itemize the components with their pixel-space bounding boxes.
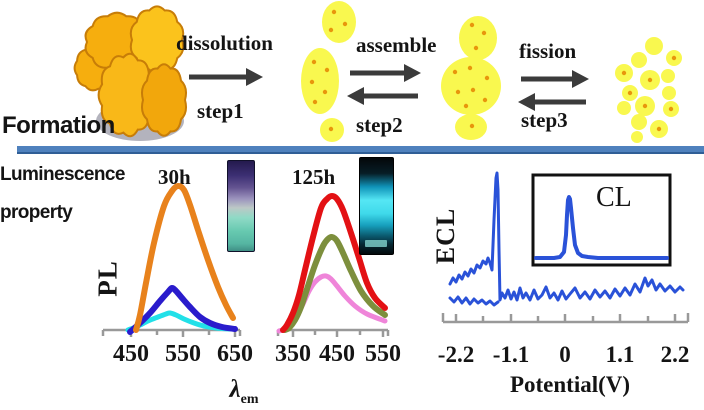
- particle-dot: [463, 103, 469, 109]
- reaction-label-fission: fission: [519, 39, 577, 63]
- assemble-forward-arrow-head: [404, 64, 421, 82]
- x-tick-label: -1.1: [492, 342, 530, 367]
- dotted-particle: [322, 1, 356, 43]
- x-tick-label: 350: [275, 341, 311, 367]
- cl-inset-curve: [534, 195, 669, 260]
- formation-section-label: Formation: [2, 112, 115, 139]
- lambda-symbol: λ: [229, 376, 241, 403]
- particle-dot: [647, 77, 653, 83]
- pl-curve-high: [133, 182, 236, 333]
- fission-reverse-arrow-head: [518, 93, 535, 111]
- particle-dot: [467, 65, 473, 71]
- luminescence-section-label-line1: Luminescence: [0, 164, 125, 185]
- x-tick-label: 450: [319, 341, 355, 367]
- assembled-aggregate-lobe: [441, 57, 501, 115]
- particle-dot: [324, 67, 330, 73]
- step2-label: step2: [356, 113, 403, 137]
- particle-dot: [311, 59, 317, 65]
- ecl-return-sweep-trace: [448, 295, 500, 307]
- pl-x-axis-label: λem: [230, 376, 259, 408]
- small-particle: [617, 101, 631, 115]
- particle-dot: [455, 89, 461, 95]
- ecl-chart: [441, 171, 690, 324]
- particle-dot: [473, 45, 479, 51]
- cl-inset-label: CL: [596, 182, 632, 213]
- x-tick-label: 0: [559, 342, 571, 367]
- particle-dot: [484, 75, 490, 81]
- x-tick-label: 1.1: [605, 342, 635, 367]
- cuvette-photo-30h: [227, 160, 255, 252]
- small-particle: [631, 52, 647, 68]
- fission-forward-arrow-head: [572, 70, 589, 88]
- small-particle: [661, 69, 675, 83]
- nanocrystal-blob: [97, 52, 156, 138]
- luminescence-section-label-line2: property: [0, 202, 73, 223]
- time-label-125h: 125h: [292, 165, 336, 189]
- particle-dot: [331, 9, 337, 15]
- assemble-reverse-arrow-head: [347, 87, 364, 105]
- x-axis: [101, 328, 242, 337]
- particle-dot: [656, 126, 662, 132]
- particle-dot: [482, 97, 488, 103]
- reaction-label-dissolution: dissolution: [176, 31, 273, 55]
- particle-dot: [627, 90, 633, 96]
- assembled-aggregate-lobe: [459, 16, 497, 60]
- x-axis: [441, 313, 690, 324]
- formation-scheme-graphic: [73, 1, 682, 143]
- x-tick-label: -2.2: [437, 342, 475, 367]
- x-tick-label: 550: [165, 341, 201, 367]
- pl-curve-medium: [282, 233, 388, 333]
- step3-label: step3: [521, 108, 568, 132]
- x-axis: [276, 328, 390, 337]
- x-tick-label: 550: [365, 341, 401, 367]
- pl-curve-medium: [127, 285, 238, 335]
- section-divider: [17, 146, 704, 154]
- pl-chart-125h: [276, 193, 390, 337]
- particle-dot: [470, 87, 476, 93]
- pl-chart-30h: [101, 182, 242, 337]
- x-tick-label: 450: [113, 341, 149, 367]
- particle-dot: [621, 70, 627, 76]
- cuvette-photo-125h: [359, 157, 394, 255]
- particle-dot: [312, 99, 318, 105]
- nanocrystal-blob: [141, 63, 187, 137]
- pl-y-axis-label: PL: [92, 260, 123, 297]
- particle-dot: [328, 126, 334, 132]
- lambda-subscript: em: [240, 392, 259, 407]
- particle-dot: [668, 106, 674, 112]
- small-particle: [631, 114, 647, 130]
- particle-dot: [671, 55, 677, 61]
- x-tick-label: 650: [217, 341, 253, 367]
- particle-dot: [469, 22, 475, 28]
- ecl-y-axis-label: ECL: [431, 207, 460, 265]
- small-particle: [662, 86, 676, 100]
- particle-dot: [322, 89, 328, 95]
- small-particle: [645, 37, 663, 55]
- cuvette-label-slot: [364, 240, 388, 248]
- particle-dot: [328, 27, 334, 33]
- dissolution-arrow-head: [246, 68, 263, 86]
- cl-inset-box: [531, 173, 672, 267]
- pl-curve-high: [280, 193, 388, 333]
- x-tick-label: 2.2: [660, 342, 690, 367]
- pl-curve-low: [125, 310, 233, 333]
- particle-dot: [309, 79, 315, 85]
- ecl-forward-sweep-trace: [448, 171, 685, 302]
- step1-label: step1: [197, 99, 244, 123]
- particle-dot: [469, 123, 475, 129]
- particle-dot: [642, 103, 648, 109]
- particle-dot: [481, 30, 487, 36]
- reaction-label-assemble: assemble: [356, 33, 437, 57]
- small-particle: [631, 131, 643, 143]
- ecl-x-axis-label: Potential(V): [509, 372, 631, 397]
- particle-dot: [452, 69, 458, 75]
- particle-dot: [342, 21, 348, 27]
- dotted-particle: [301, 48, 339, 114]
